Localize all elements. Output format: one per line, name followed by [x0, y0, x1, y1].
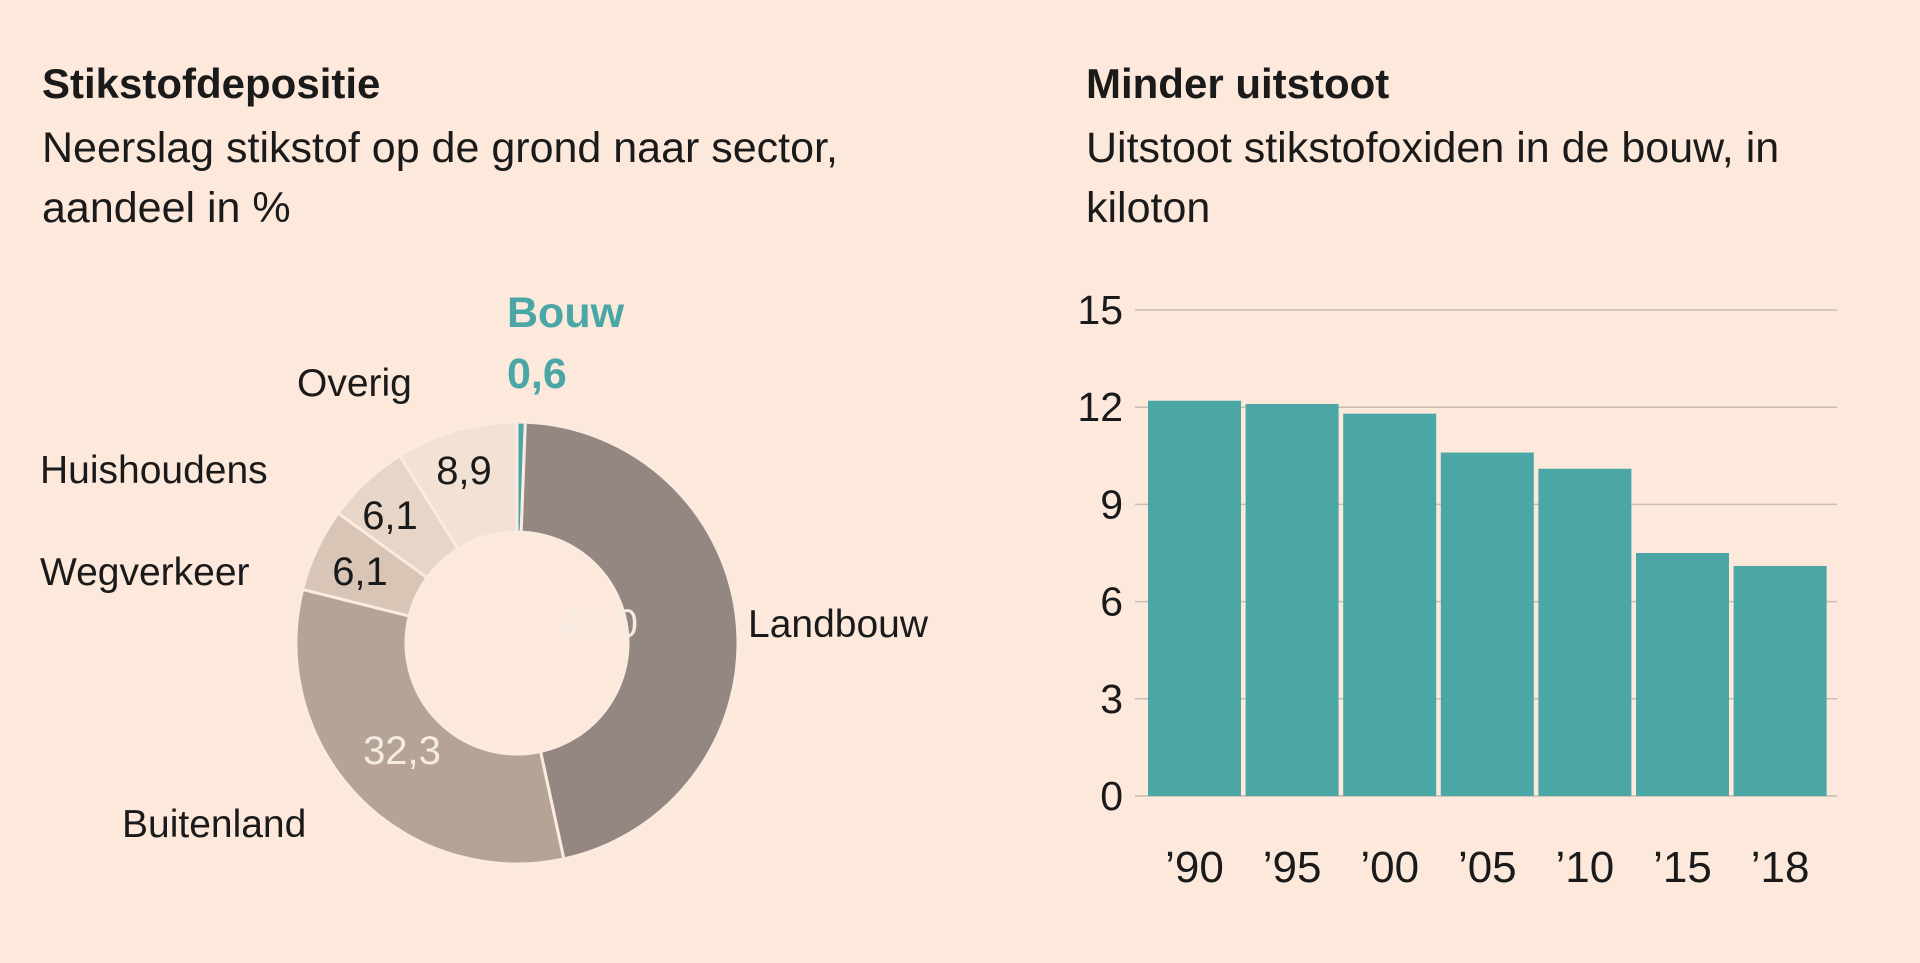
- donut-chart-subtitle: Neerslag stikstof op de grond naar secto…: [42, 124, 838, 232]
- x-tick-label-2: ’00: [1360, 843, 1419, 892]
- donut-value-label-bouw: 0,6: [507, 350, 567, 398]
- donut-category-label-bouw: Bouw: [507, 289, 625, 337]
- donut-chart-title: Stikstofdepositie: [42, 60, 381, 107]
- donut-category-label-buitenland: Buitenland: [122, 803, 306, 846]
- y-tick-label-9: 9: [1100, 481, 1123, 527]
- donut-slice-buitenland: [294, 587, 566, 866]
- donut-category-label-wegverkeer: Wegverkeer: [40, 551, 250, 594]
- y-tick-label-3: 3: [1100, 676, 1123, 722]
- bar-chart-subtitle: Uitstoot stikstofoxiden in de bouw, in k…: [1086, 124, 1780, 232]
- bar-0: [1148, 400, 1241, 796]
- y-tick-label-12: 12: [1077, 384, 1123, 430]
- donut-value-label-buitenland: 32,3: [363, 729, 441, 773]
- x-tick-label-3: ’05: [1458, 843, 1517, 892]
- bar-1: [1245, 403, 1339, 796]
- bar-4: [1538, 468, 1632, 796]
- bar-chart-panel: Minder uitstoot Uitstoot stikstofoxiden …: [1040, 0, 1920, 963]
- bar-chart-title: Minder uitstoot: [1086, 60, 1390, 107]
- donut-value-label-overig: 8,9: [436, 449, 492, 493]
- bar-2: [1343, 413, 1437, 796]
- y-tick-label-6: 6: [1100, 579, 1123, 625]
- donut-slice-overig: [397, 420, 519, 551]
- donut-value-label-huishoudens: 6,1: [362, 494, 418, 538]
- x-tick-label-5: ’15: [1653, 843, 1712, 892]
- x-tick-label-0: ’90: [1165, 843, 1224, 892]
- donut-category-label-landbouw: Landbouw: [748, 603, 929, 646]
- donut-slice-landbouw: [519, 420, 740, 861]
- x-tick-label-1: ’95: [1263, 843, 1322, 892]
- donut-category-label-overig: Overig: [297, 362, 412, 405]
- donut-value-label-landbouw: 46,0: [560, 602, 638, 646]
- bar-chart: 0 3 6 9 12 15 ’90 ’95 ’00 ’05 ’10 ’15 ’18: [1077, 287, 1837, 892]
- donut-value-label-wegverkeer: 6,1: [332, 550, 388, 594]
- bar-5: [1636, 553, 1729, 796]
- y-tick-label-15: 15: [1077, 287, 1123, 333]
- x-tick-label-6: ’18: [1751, 843, 1810, 892]
- donut-category-label-huishoudens: Huishoudens: [40, 449, 268, 492]
- x-tick-label-4: ’10: [1556, 843, 1615, 892]
- donut-chart: Bouw 0,6 46,0 Landbouw 32,3 Buitenland 6,1 Wegv…: [40, 289, 929, 866]
- y-tick-label-0: 0: [1100, 773, 1123, 819]
- bar-6: [1733, 565, 1827, 796]
- bar-3: [1440, 452, 1534, 796]
- donut-chart-panel: Stikstofdepositie Neerslag stikstof op d…: [40, 60, 929, 866]
